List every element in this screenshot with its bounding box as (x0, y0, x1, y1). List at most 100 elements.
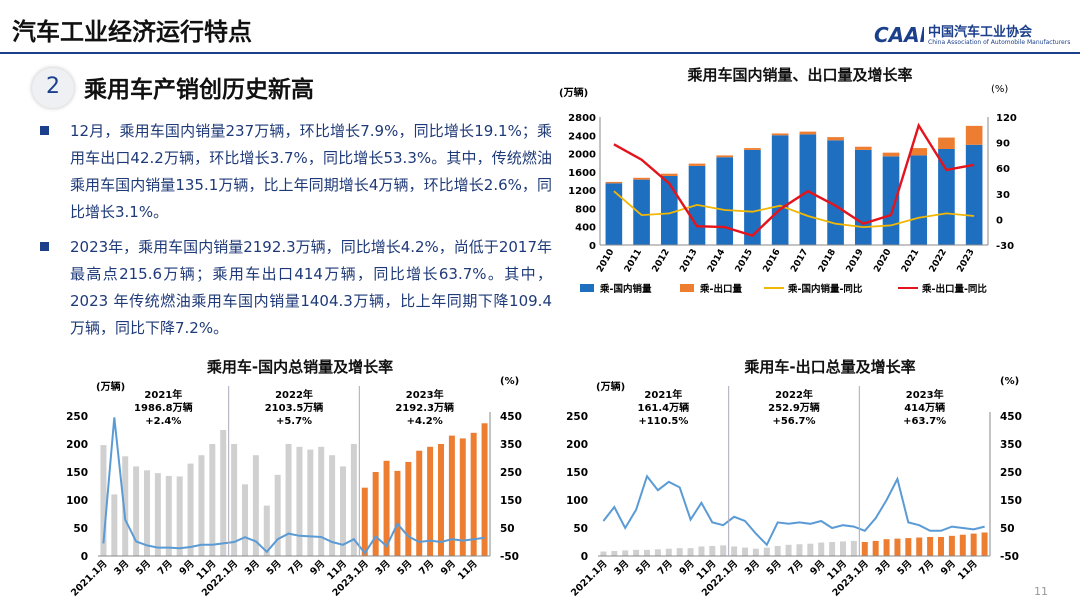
bar-domestic (744, 149, 761, 245)
bar-month-2021 (111, 494, 118, 556)
period-year: 2023年 (406, 388, 444, 401)
period-growth: +5.7% (276, 416, 312, 427)
bar-month-2022 (763, 547, 770, 556)
y-right-unit: (%) (991, 84, 1008, 95)
bar-month-2021 (698, 546, 705, 556)
bar-month-2021 (133, 466, 140, 556)
x-tick: 2017 (789, 248, 810, 275)
bar-month-2022 (307, 449, 314, 556)
y-left-tick: 800 (575, 204, 596, 215)
bar-domestic (854, 149, 872, 245)
x-tick: 3月 (873, 558, 892, 577)
y-right-tick: 150 (500, 495, 522, 507)
bar-month-2022 (785, 544, 792, 556)
bar-export (771, 133, 789, 136)
y-left-tick: 250 (66, 411, 88, 423)
x-tick: 2015 (734, 248, 755, 275)
bar-domestic (965, 144, 983, 245)
section-number: 2 (46, 74, 60, 99)
bar-month-2023 (383, 460, 390, 556)
period-growth: +110.5% (638, 416, 688, 427)
bar-month-2023 (861, 542, 868, 556)
bar-month-2022 (774, 545, 781, 556)
legend-label: 乘-出口量-同比 (921, 283, 987, 295)
line-export-yoy (613, 122, 975, 237)
bar-export (965, 125, 983, 145)
y-left-tick: 50 (73, 523, 88, 535)
bar-export (605, 181, 623, 184)
x-tick: 5月 (765, 558, 784, 577)
y-left-tick: 150 (66, 467, 88, 479)
bar-month-2023 (948, 535, 955, 556)
x-tick: 2014 (706, 248, 727, 275)
x-tick: 7月 (156, 558, 175, 577)
legend-swatch (680, 284, 694, 292)
bar-month-2021 (220, 430, 227, 556)
y-left-tick: 50 (573, 523, 588, 535)
y-right-tick: 120 (996, 113, 1017, 124)
period-year: 2022年 (275, 388, 313, 401)
bar-month-2023 (927, 536, 934, 556)
title-divider (0, 52, 1080, 54)
bar-domestic (938, 149, 955, 245)
bar-month-2022 (274, 474, 281, 556)
x-tick: 2023 (956, 248, 977, 275)
bar-month-2023 (916, 537, 923, 556)
x-tick: 5月 (395, 558, 414, 577)
x-tick: 3月 (243, 558, 262, 577)
bar-month-2023 (470, 432, 477, 556)
x-tick: 2013 (678, 248, 699, 275)
bar-domestic (910, 155, 928, 245)
y-right-tick: 250 (1000, 467, 1022, 479)
bullet-paragraph-annual: 2023年，乘用车国内销量2192.3万辆，同比增长4.2%，尚低于2017年最… (40, 234, 552, 344)
bar-month-2022 (252, 455, 259, 556)
y-right-tick: 450 (500, 411, 522, 423)
x-tick: 2016 (762, 248, 783, 275)
bar-month-2023 (427, 446, 434, 556)
bar-month-2022 (340, 466, 346, 556)
x-tick: 2021.1月 (69, 558, 109, 598)
bar-month-2023 (905, 538, 912, 556)
bar-month-2022 (285, 444, 292, 556)
caam-logo: CAAM 中国汽车工业协会 China Association of Autom… (872, 20, 1070, 50)
y-right-tick: 350 (1000, 439, 1022, 451)
y-right-unit: (%) (500, 376, 519, 387)
chart-domestic-bars (100, 423, 488, 556)
bar-month-2023 (416, 450, 423, 556)
bar-month-2021 (709, 545, 716, 556)
bar-domestic (716, 157, 734, 245)
bar-month-2021 (633, 549, 640, 556)
caam-logo-mark: CAAM (874, 23, 924, 47)
y-left-tick: 400 (575, 223, 596, 234)
x-tick: 2019 (845, 248, 866, 275)
bar-month-2021 (122, 456, 129, 556)
bar-month-2023 (883, 539, 890, 556)
x-tick: 7月 (656, 558, 675, 577)
bar-domestic (633, 179, 650, 245)
bar-month-2022 (296, 446, 303, 556)
x-tick: 7月 (917, 558, 936, 577)
bar-month-2021 (676, 548, 683, 556)
chart-annual-title: 乘用车国内销量、出口量及增长率 (687, 66, 913, 84)
x-tick: 7月 (417, 558, 436, 577)
bar-month-2022 (263, 505, 270, 556)
bar-month-2021 (176, 476, 183, 556)
y-right-tick: 450 (1000, 411, 1022, 423)
bar-domestic (660, 175, 678, 245)
y-left-tick: 1200 (568, 186, 596, 197)
bar-month-2021 (198, 455, 205, 556)
y-right-tick: 50 (500, 523, 515, 535)
chart-export-lines (602, 474, 985, 547)
y-left-tick: 2400 (568, 131, 596, 142)
y-right-unit: (%) (1000, 376, 1019, 387)
chart-annual: (万辆) (%) 0 400 800 1200 1600 2000 2400 2800 -30 0 30… (559, 84, 1017, 295)
y-right-tick: 60 (996, 164, 1010, 175)
bar-domestic (882, 156, 900, 245)
line-yoy-growth (602, 474, 985, 547)
chart-export-monthly: (万辆) (%) 0 50 100 150 200 250 -50 50 150 250 350 450 2… (566, 376, 1022, 599)
bar-month-2023 (438, 444, 444, 556)
y-right-tick: 0 (996, 215, 1003, 226)
bar-month-2022 (829, 542, 836, 556)
x-tick: 3月 (743, 558, 762, 577)
y-left-unit: (万辆) (559, 86, 588, 99)
